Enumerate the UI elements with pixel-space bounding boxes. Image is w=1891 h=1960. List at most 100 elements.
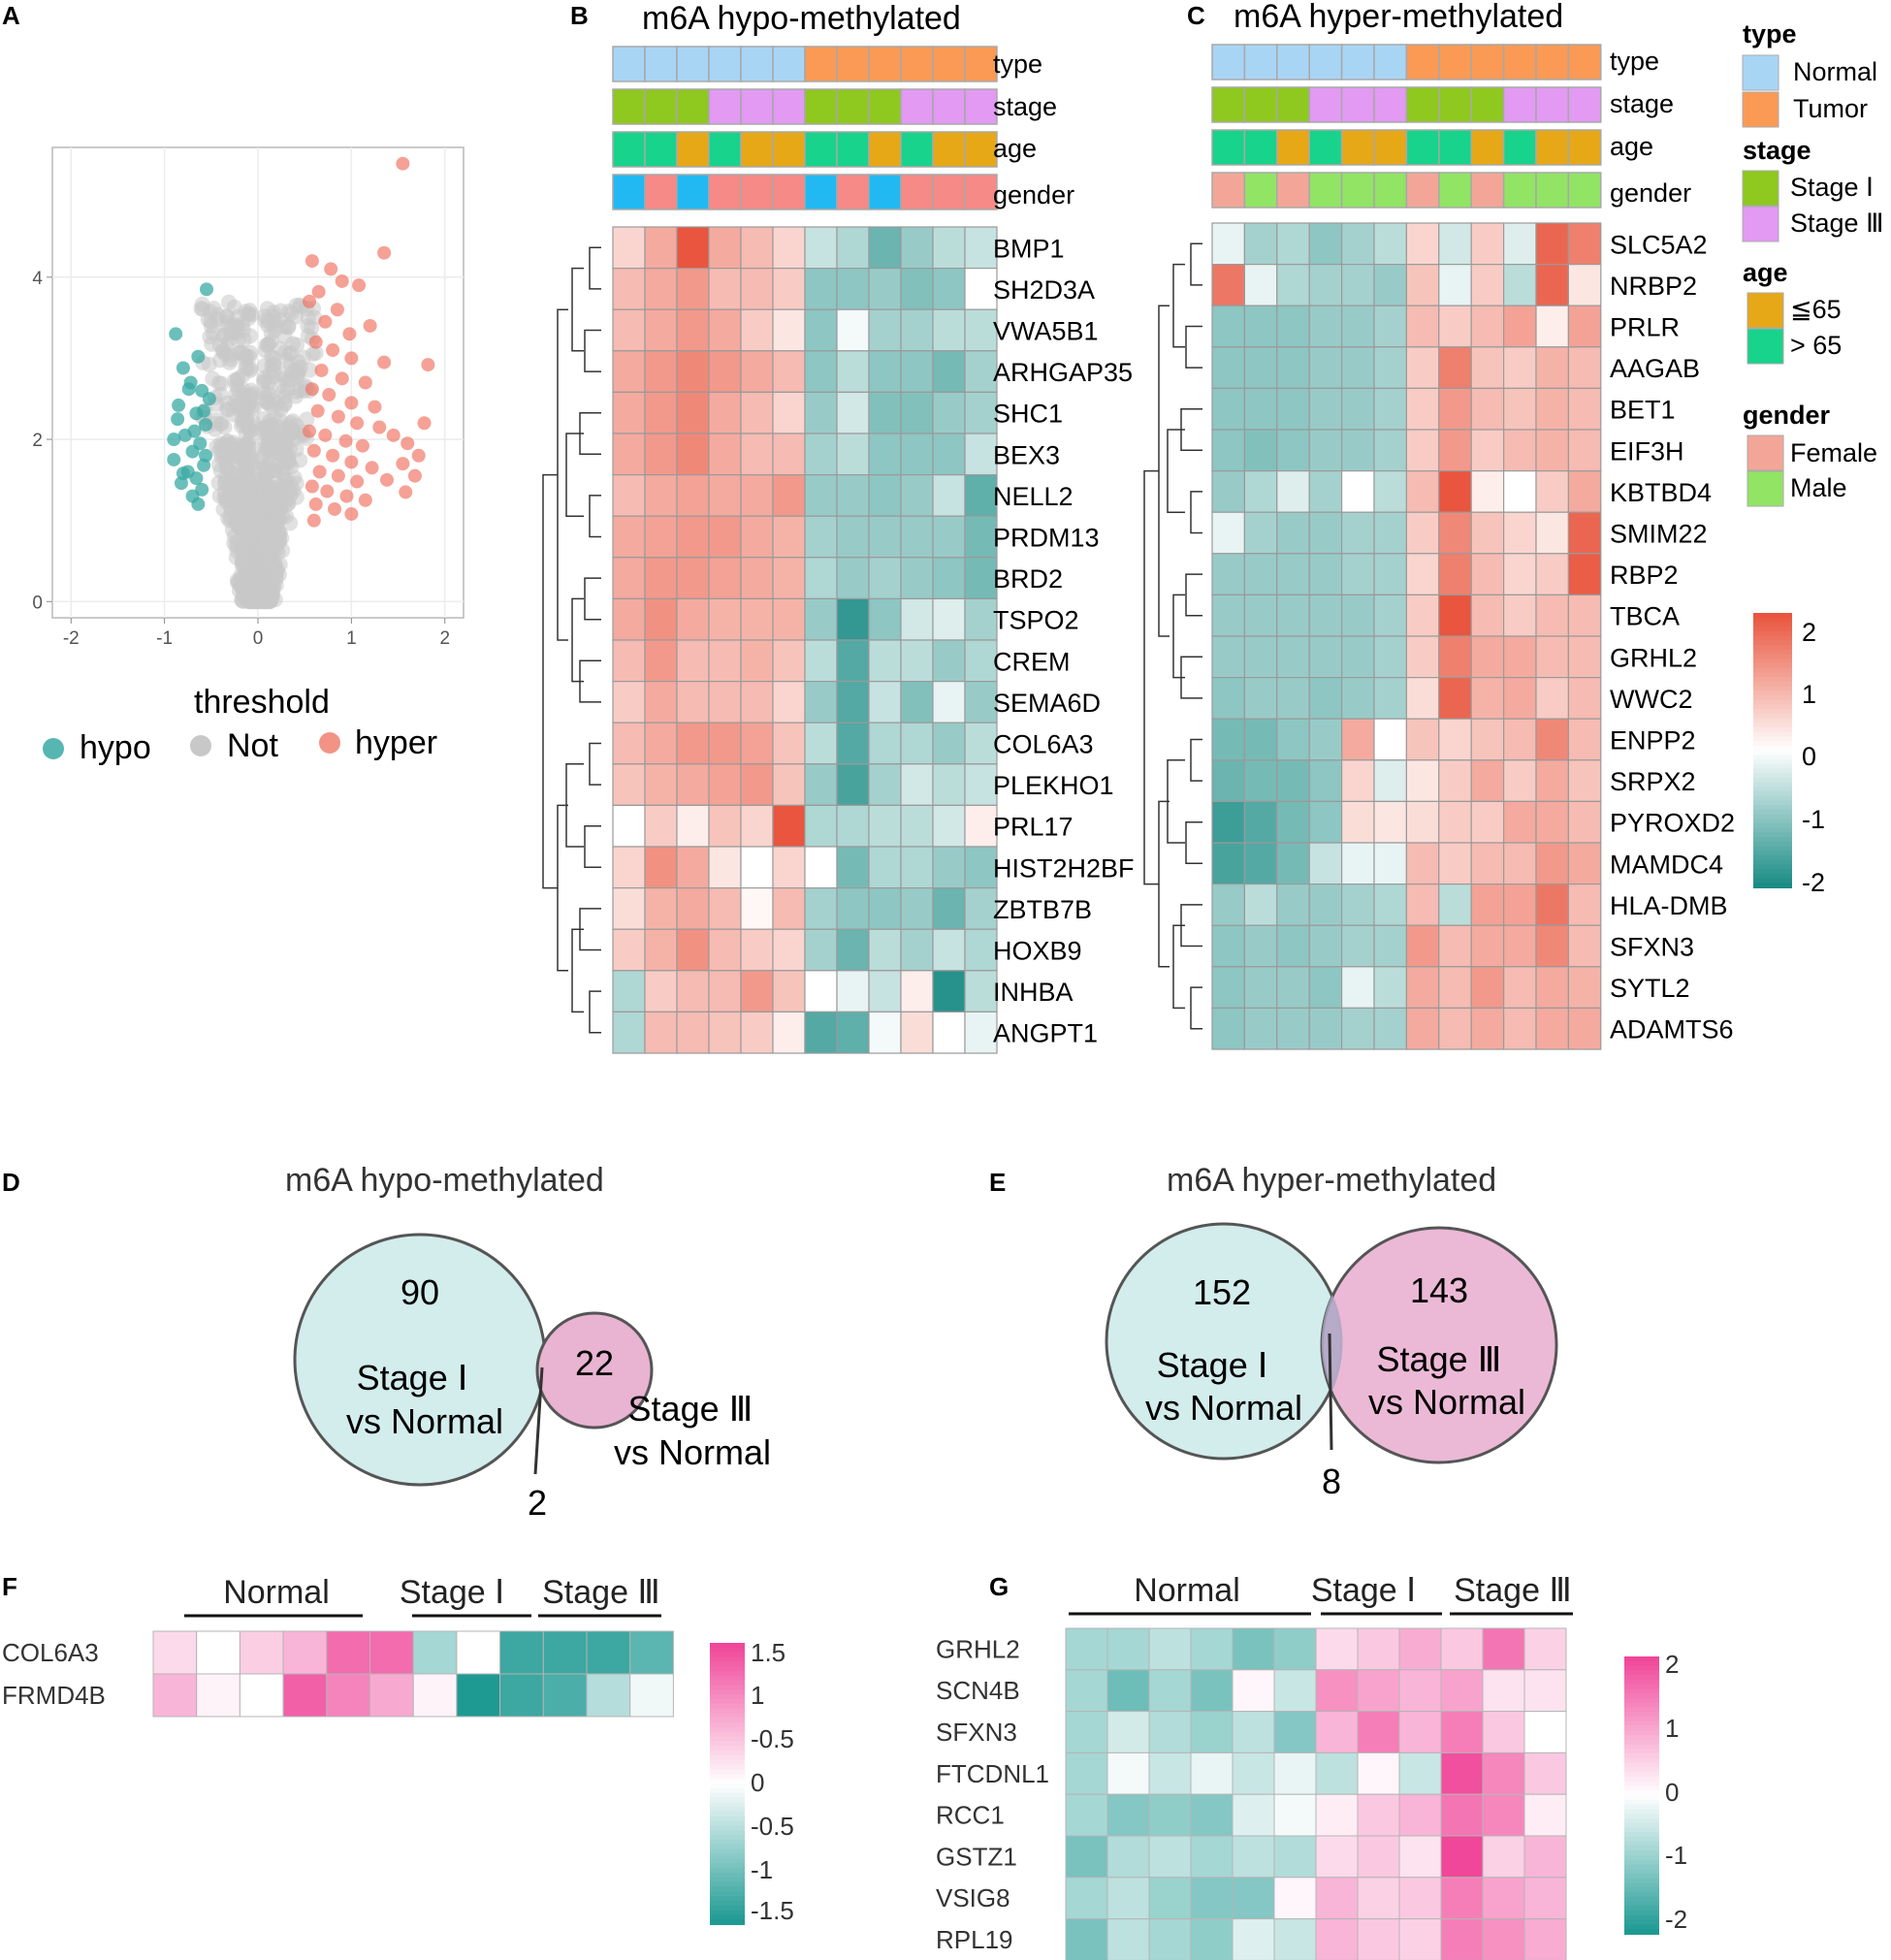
volcano-point-hyper — [335, 371, 349, 386]
heatmap-G-cell — [1440, 1918, 1484, 1960]
scale-BC-segment — [1753, 878, 1792, 884]
heatmap-C-cell — [1405, 387, 1440, 431]
heatmap-G-cell — [1148, 1711, 1192, 1753]
heatmap-B-cell — [804, 970, 838, 1012]
heatmap-C-cell — [1276, 594, 1310, 637]
legend-normal-swatch — [1742, 54, 1779, 91]
heatmap-C-cell — [1211, 222, 1246, 266]
heatmap-C-cell — [1438, 759, 1472, 802]
heatmap-C-anno-label-age: age — [1610, 132, 1653, 161]
heatmap-G-group-label: Normal — [1134, 1572, 1240, 1609]
heatmap-C-anno-age-cell — [1276, 129, 1310, 166]
heatmap-F-scale-tick: -1 — [751, 1855, 773, 1884]
heatmap-G-cell — [1398, 1711, 1442, 1753]
volcano-point-not — [259, 301, 275, 317]
scale-BC-segment — [1753, 822, 1792, 829]
heatmap-G-cell — [1523, 1835, 1567, 1879]
heatmap-C-cell — [1308, 924, 1343, 968]
heatmap-B-row-label: INHBA — [993, 978, 1074, 1007]
heatmap-C-cell — [1567, 759, 1602, 802]
heatmap-B-cell — [900, 433, 934, 476]
heatmap-F-scale-segment — [710, 1722, 745, 1728]
heatmap-C-cell — [1438, 511, 1472, 555]
heatmap-C-cell — [1308, 511, 1343, 555]
heatmap-C-cell — [1276, 346, 1310, 389]
heatmap-B-anno-stage-cell — [868, 88, 902, 125]
scale-BC-tick: -2 — [1802, 868, 1825, 897]
heatmap-G-cell — [1357, 1711, 1400, 1753]
volcano-point-not — [236, 332, 252, 348]
panel-label-G: G — [989, 1572, 1009, 1601]
volcano-point-hyper — [314, 363, 329, 377]
heatmap-B-cell — [676, 1011, 710, 1054]
heatmap-C-anno-age-cell — [1340, 129, 1375, 166]
heatmap-C-anno-label-gender: gender — [1610, 178, 1691, 208]
heatmap-C-cell — [1567, 924, 1602, 968]
heatmap-B-cell — [804, 226, 838, 270]
heatmap-B-cell — [740, 763, 774, 806]
heatmap-B-anno-age-cell — [740, 131, 774, 168]
heatmap-B-cell — [932, 928, 966, 972]
heatmap-C-cell — [1211, 966, 1246, 1009]
legend-type-title: type — [1743, 19, 1797, 48]
heatmap-C-anno-label-type: type — [1610, 47, 1659, 76]
heatmap-B-cell — [612, 970, 646, 1012]
heatmap-G-scale-segment — [1624, 1836, 1659, 1843]
heatmap-C-cell — [1243, 1007, 1278, 1050]
heatmap-C-cell — [1243, 759, 1278, 802]
heatmap-B-cell — [868, 433, 902, 476]
heatmap-C-cell — [1470, 883, 1505, 926]
heatmap-F-scale-segment — [710, 1910, 745, 1916]
heatmap-C-cell — [1535, 470, 1570, 513]
volcano-point-hyper — [344, 506, 359, 521]
heatmap-B-cell — [900, 763, 934, 806]
heatmap-G-scale-segment — [1624, 1670, 1659, 1677]
heatmap-B-cell — [612, 515, 646, 559]
heatmap-B-cell — [932, 557, 966, 599]
volcano-point-hypo — [189, 471, 204, 486]
heatmap-B-cell — [612, 928, 646, 972]
heatmap-G-row-label: SCN4B — [936, 1676, 1020, 1705]
heatmap-C-dendrogram-branch — [1167, 759, 1185, 844]
scale-BC-tick: 1 — [1802, 680, 1816, 709]
heatmap-G-cell — [1190, 1877, 1234, 1920]
heatmap-B-cell — [868, 474, 902, 517]
heatmap-C-cell — [1211, 718, 1246, 761]
heatmap-B-dendrogram-branch — [589, 495, 601, 538]
volcano-point-not — [267, 409, 283, 426]
heatmap-B-cell — [644, 474, 678, 517]
heatmap-C-cell — [1308, 222, 1343, 266]
heatmap-C-anno-gender-cell — [1276, 172, 1310, 209]
heatmap-B-cell — [964, 350, 998, 393]
heatmap-C-cell — [1276, 1007, 1310, 1050]
heatmap-C-dendrogram-branch — [1172, 263, 1185, 348]
heatmap-G-scale-segment — [1624, 1850, 1659, 1856]
volcano-point-hyper — [304, 479, 319, 494]
legend-hypo-swatch — [43, 738, 64, 759]
heatmap-G-scale-segment — [1624, 1864, 1659, 1871]
heatmap-B-cell — [804, 886, 838, 930]
heatmap-G-cell — [1357, 1669, 1400, 1713]
heatmap-C-cell — [1243, 800, 1278, 844]
heatmap-C-cell — [1308, 883, 1343, 926]
heatmap-F-scale-segment — [710, 1685, 745, 1691]
volcano-point-hypo — [202, 392, 216, 406]
heatmap-G-cell — [1273, 1751, 1317, 1795]
heatmap-C-cell — [1243, 924, 1278, 968]
heatmap-B-cell — [932, 804, 966, 848]
heatmap-C-anno-gender-cell — [1438, 172, 1472, 209]
scale-BC-segment — [1753, 645, 1792, 651]
heatmap-C-anno-type-cell — [1438, 44, 1472, 80]
heatmap-C-cell — [1373, 635, 1408, 679]
scale-BC-segment — [1753, 649, 1792, 656]
heatmap-G-cell — [1065, 1835, 1108, 1879]
scale-BC-segment — [1753, 782, 1792, 788]
heatmap-B-cell — [708, 597, 742, 641]
heatmap-B-cell — [900, 350, 934, 393]
heatmap-G-cell — [1357, 1793, 1400, 1837]
heatmap-F-scale-segment — [710, 1666, 745, 1672]
heatmap-C-cell — [1438, 470, 1472, 513]
heatmap-C-cell — [1373, 759, 1408, 802]
heatmap-C-anno-stage-cell — [1535, 86, 1570, 123]
